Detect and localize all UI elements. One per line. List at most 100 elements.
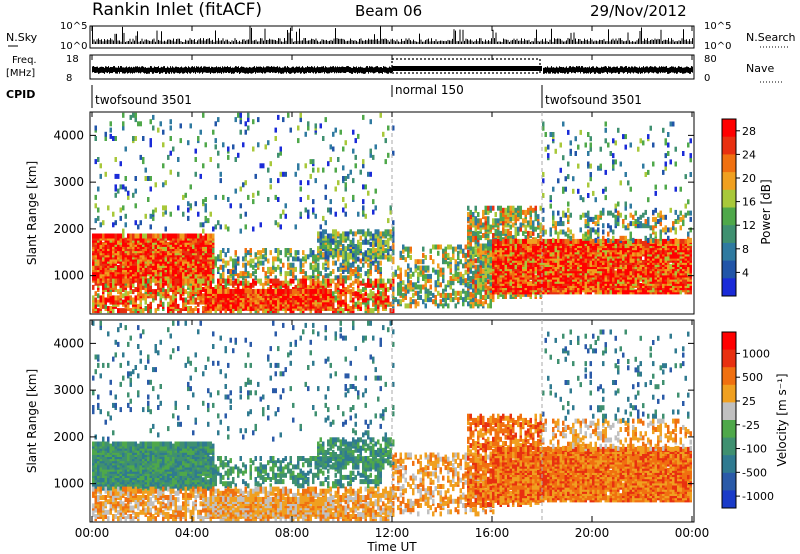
nsky-bar bbox=[92, 26, 93, 44]
freq-bar bbox=[578, 66, 579, 73]
scatter-cell bbox=[402, 297, 405, 303]
scatter-cell bbox=[212, 233, 215, 239]
scatter-cell bbox=[189, 295, 192, 301]
freq-bar bbox=[617, 66, 618, 73]
nsky-bar bbox=[248, 39, 249, 44]
nsky-bar bbox=[659, 39, 660, 44]
nsky-bar bbox=[501, 41, 503, 44]
scatter-cell bbox=[214, 194, 217, 200]
freq-bar bbox=[557, 67, 558, 74]
nsky-bar bbox=[150, 41, 152, 44]
scatter-cell bbox=[292, 271, 295, 277]
scatter-cell bbox=[344, 140, 347, 146]
scatter-cell bbox=[129, 248, 132, 254]
nsky-bar bbox=[233, 41, 234, 44]
scatter-cell bbox=[199, 233, 202, 239]
nave-tick-low: 0 bbox=[704, 73, 710, 84]
scatter-cell bbox=[479, 235, 482, 241]
freq-bar bbox=[296, 66, 297, 73]
scatter-cell bbox=[499, 235, 502, 241]
freq-bar bbox=[283, 67, 284, 74]
scatter-cell bbox=[364, 237, 367, 243]
freq-bar bbox=[154, 66, 155, 73]
scatter-cell bbox=[489, 252, 492, 257]
scatter-cell bbox=[439, 292, 442, 298]
freq-bar bbox=[191, 66, 192, 73]
freq-bar bbox=[141, 66, 142, 73]
scatter-cell bbox=[479, 218, 482, 224]
scatter-cell bbox=[349, 293, 352, 299]
scatter-cell bbox=[104, 275, 107, 281]
scatter-cell bbox=[222, 284, 225, 290]
scatter-cell bbox=[212, 288, 215, 294]
scatter-cell bbox=[219, 273, 222, 279]
scatter-cell bbox=[114, 299, 117, 305]
scatter-cell bbox=[427, 292, 430, 298]
scatter-cell bbox=[122, 228, 125, 234]
freq-bar bbox=[348, 66, 349, 73]
nsky-bar bbox=[572, 39, 573, 44]
freq-bar bbox=[610, 66, 611, 73]
scatter-cell bbox=[484, 233, 487, 238]
scatter-cell bbox=[359, 280, 362, 286]
scatter-cell bbox=[474, 220, 477, 226]
scatter-cell bbox=[289, 278, 292, 284]
scatter-cell bbox=[229, 203, 232, 209]
scatter-cell bbox=[357, 291, 360, 297]
freq-bar bbox=[277, 66, 278, 73]
scatter-cell bbox=[127, 278, 130, 284]
scatter-cell bbox=[502, 212, 505, 217]
freq-bar bbox=[554, 67, 555, 74]
freq-bar bbox=[184, 67, 185, 74]
scatter-cell bbox=[454, 246, 457, 252]
nsky-bar bbox=[458, 41, 459, 44]
freq-bar bbox=[560, 66, 561, 73]
scatter-cell bbox=[307, 288, 310, 294]
nsky-bar bbox=[560, 38, 561, 44]
scatter-cell bbox=[277, 152, 280, 158]
scatter-cell bbox=[282, 295, 285, 301]
scatter-cell bbox=[417, 276, 420, 281]
scatter-cell bbox=[442, 259, 445, 265]
scatter-cell bbox=[199, 222, 202, 228]
scatter-cell bbox=[344, 287, 347, 292]
scatter-cell bbox=[134, 136, 137, 141]
scatter-cell bbox=[302, 278, 305, 284]
scatter-cell bbox=[324, 184, 327, 190]
freq-bar bbox=[309, 66, 310, 73]
nsky-tick-high: 10^5 bbox=[60, 21, 87, 32]
scatter-cell bbox=[304, 271, 307, 277]
nsky-bar bbox=[590, 38, 591, 44]
freq-bar bbox=[303, 67, 304, 74]
scatter-cell bbox=[264, 280, 267, 286]
scatter-cell bbox=[152, 289, 155, 295]
freq-bar bbox=[110, 66, 111, 73]
scatter-cell bbox=[287, 256, 290, 262]
scatter-cell bbox=[399, 267, 402, 273]
scatter-cell bbox=[334, 275, 337, 281]
scatter-cell bbox=[164, 205, 167, 211]
scatter-cell bbox=[102, 275, 105, 281]
freq-bar bbox=[689, 67, 690, 74]
freq-bar bbox=[129, 66, 130, 73]
scatter-cell bbox=[122, 233, 125, 239]
scatter-cell bbox=[439, 299, 442, 305]
freq-bar bbox=[292, 66, 293, 73]
freq-bar bbox=[238, 66, 239, 73]
freq-bar bbox=[577, 66, 578, 73]
scatter-cell bbox=[477, 277, 480, 283]
freq-bar bbox=[580, 67, 581, 74]
scatter-cell bbox=[239, 228, 242, 234]
scatter-cell bbox=[137, 224, 140, 230]
scatter-cell bbox=[107, 297, 110, 303]
freq-bar bbox=[203, 66, 204, 73]
scatter-cell bbox=[157, 282, 160, 288]
scatter-cell bbox=[332, 260, 335, 266]
nsky-bar bbox=[333, 38, 335, 44]
scatter-cell bbox=[197, 282, 200, 288]
scatter-cell bbox=[387, 295, 390, 301]
scatter-cell bbox=[187, 207, 190, 213]
scatter-cell bbox=[427, 288, 430, 294]
scatter-cell bbox=[312, 297, 315, 303]
freq-bar bbox=[230, 66, 231, 73]
